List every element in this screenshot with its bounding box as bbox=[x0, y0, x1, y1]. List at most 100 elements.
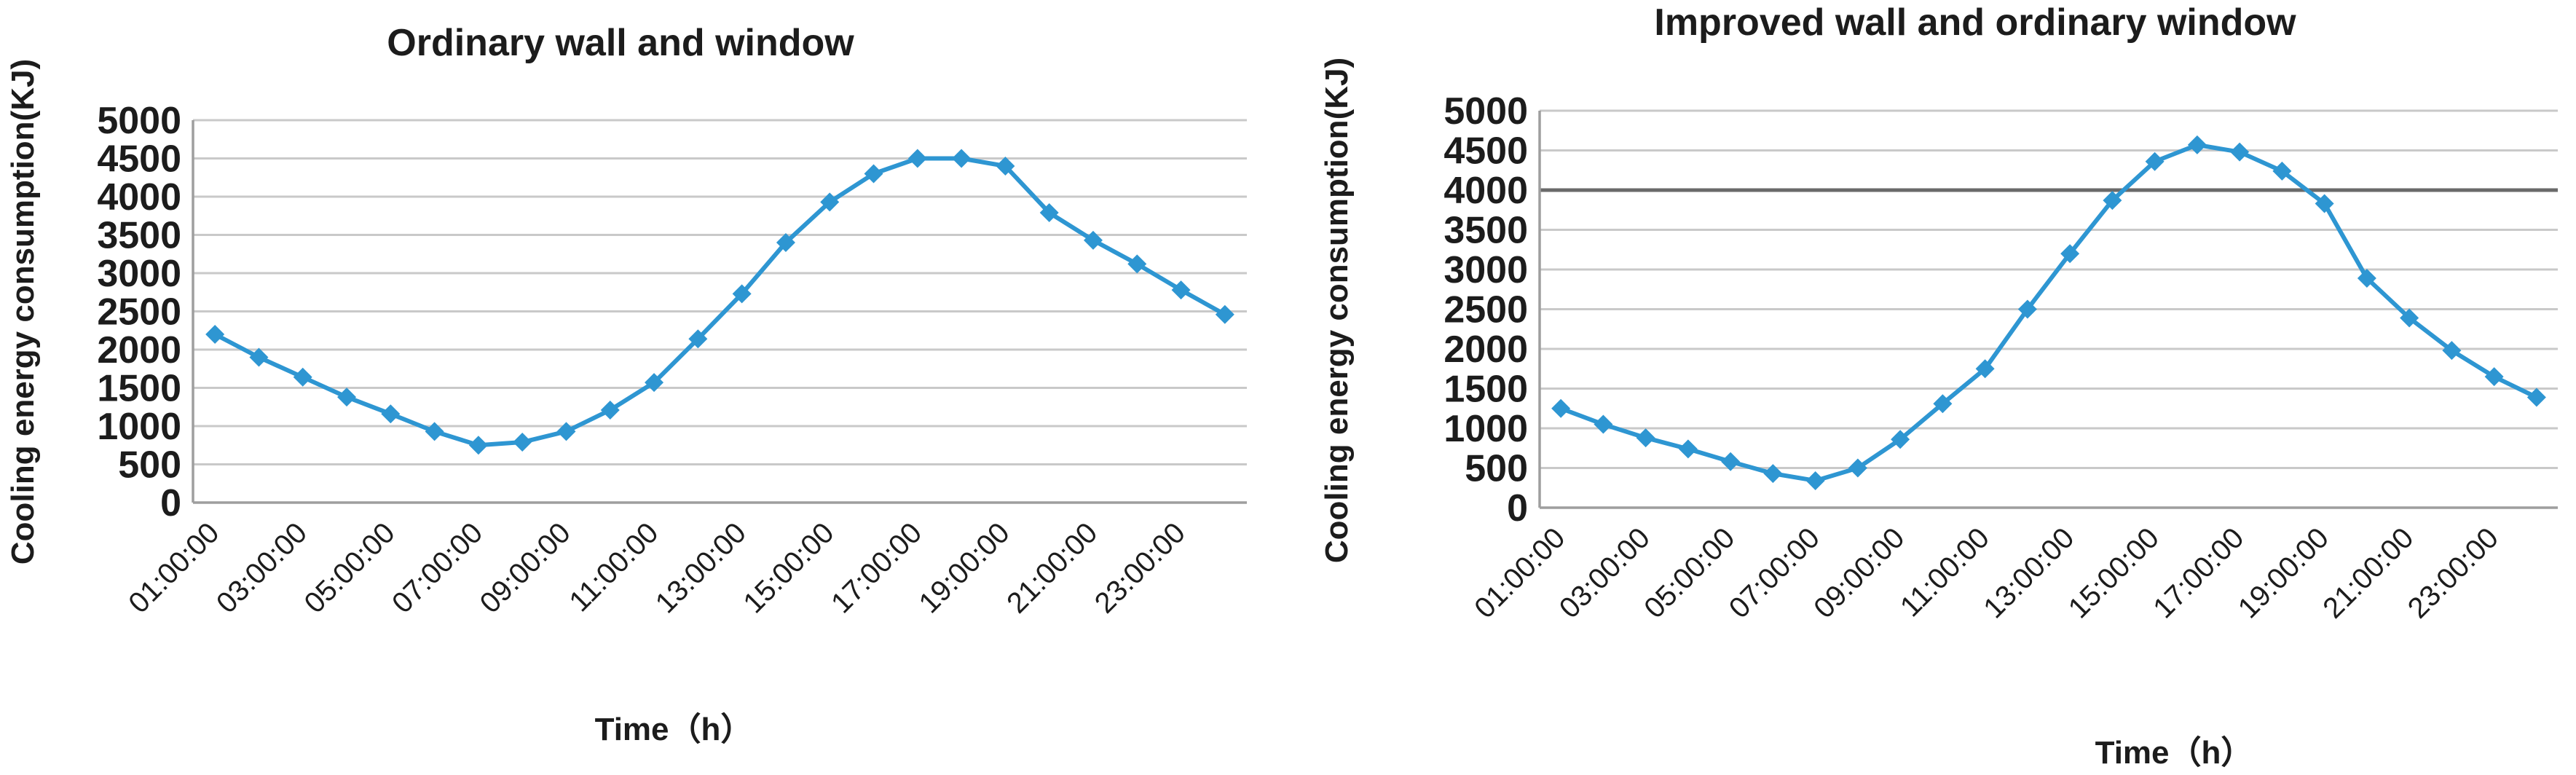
x-axis-tick-label: 17:00:00 bbox=[825, 516, 928, 619]
y-axis-tick-label: 3500 bbox=[1443, 210, 1528, 252]
x-axis-tick-label: 01:00:00 bbox=[1468, 522, 1571, 624]
y-axis-title: Cooling energy consumption(KJ) bbox=[5, 59, 41, 564]
x-axis-tick-label: 21:00:00 bbox=[1001, 516, 1103, 619]
data-point-marker bbox=[205, 325, 225, 344]
y-axis-tick-label: 0 bbox=[160, 482, 181, 524]
data-point-marker bbox=[1594, 414, 1613, 434]
data-point-marker bbox=[952, 149, 972, 168]
data-point-marker bbox=[2017, 299, 2037, 319]
x-axis-tick-label: 07:00:00 bbox=[386, 516, 489, 619]
y-axis-tick-label: 500 bbox=[1465, 448, 1528, 490]
x-axis-tick-label: 17:00:00 bbox=[2147, 522, 2250, 624]
data-point-marker bbox=[1039, 203, 1059, 223]
data-point-marker bbox=[1891, 430, 1910, 449]
x-axis-tick-label: 03:00:00 bbox=[1553, 522, 1656, 624]
data-point-marker bbox=[337, 388, 357, 407]
data-point-marker bbox=[864, 164, 883, 184]
y-axis-tick-label: 1000 bbox=[97, 406, 181, 448]
chart-title: Improved wall and ordinary window bbox=[1654, 1, 2296, 44]
data-point-marker bbox=[2103, 191, 2122, 211]
data-point-marker bbox=[1551, 398, 1571, 418]
y-axis-tick-label: 4000 bbox=[97, 176, 181, 219]
data-point-marker bbox=[1678, 439, 1698, 459]
x-axis-tick-label: 15:00:00 bbox=[2063, 522, 2165, 624]
x-axis-title: Time（h） bbox=[2095, 735, 2253, 771]
y-axis-tick-label: 3000 bbox=[97, 253, 181, 295]
y-axis-tick-label: 2500 bbox=[1443, 289, 1528, 331]
x-axis-tick-label: 23:00:00 bbox=[2402, 522, 2505, 624]
y-axis-tick-label: 1500 bbox=[1443, 369, 1528, 411]
data-point-marker bbox=[645, 373, 664, 393]
data-point-marker bbox=[2187, 135, 2207, 154]
data-point-marker bbox=[293, 367, 312, 387]
data-point-marker bbox=[1848, 458, 1867, 478]
x-axis-tick-label: 11:00:00 bbox=[1894, 522, 1996, 623]
data-point-marker bbox=[2484, 367, 2504, 387]
x-axis-title: Time（h） bbox=[595, 712, 753, 747]
x-axis-tick-label: 05:00:00 bbox=[298, 516, 401, 619]
data-point-marker bbox=[732, 284, 752, 304]
data-point-marker bbox=[2357, 268, 2376, 288]
data-point-marker bbox=[2060, 244, 2080, 264]
series-line bbox=[213, 156, 1227, 448]
x-axis-tick-label: 13:00:00 bbox=[650, 516, 752, 619]
y-axis-tick-label: 2000 bbox=[1443, 329, 1528, 371]
y-axis-tick-label: 5000 bbox=[1443, 90, 1528, 133]
data-point-marker bbox=[688, 329, 708, 349]
x-axis-tick-label: 11:00:00 bbox=[563, 516, 664, 618]
data-point-marker bbox=[2272, 161, 2292, 181]
data-point-marker bbox=[1083, 230, 1103, 250]
y-axis-tick-label: 2500 bbox=[97, 291, 181, 334]
x-axis-tick-label: 19:00:00 bbox=[913, 516, 1016, 619]
data-point-marker bbox=[1127, 254, 1147, 274]
data-point-marker bbox=[1721, 452, 1741, 471]
data-point-marker bbox=[2145, 152, 2165, 171]
data-point-marker bbox=[2442, 341, 2462, 361]
data-point-marker bbox=[381, 404, 401, 424]
y-axis-tick-label: 4000 bbox=[1443, 170, 1528, 212]
x-axis-tick-label: 23:00:00 bbox=[1089, 516, 1192, 619]
data-point-marker bbox=[513, 433, 532, 452]
data-point-marker bbox=[600, 400, 620, 420]
chart-ordinary-wall-and-window: 0500100015002000250030003500400045005000… bbox=[5, 22, 1247, 747]
y-axis-tick-label: 3000 bbox=[1443, 249, 1528, 291]
y-axis-tick-label: 5000 bbox=[97, 100, 181, 142]
x-axis-tick-label: 13:00:00 bbox=[1977, 522, 2080, 624]
data-point-marker bbox=[776, 233, 795, 252]
x-axis-tick-label: 15:00:00 bbox=[737, 516, 840, 619]
y-axis-tick-label: 1000 bbox=[1443, 408, 1528, 450]
data-point-marker bbox=[2400, 308, 2419, 328]
y-axis-tick-label: 4500 bbox=[1443, 130, 1528, 173]
data-point-marker bbox=[1805, 471, 1825, 490]
data-point-marker bbox=[820, 192, 840, 212]
data-point-marker bbox=[907, 149, 927, 168]
data-point-marker bbox=[1975, 359, 1995, 379]
x-axis-tick-label: 07:00:00 bbox=[1723, 522, 1826, 624]
y-axis-tick-label: 0 bbox=[1507, 487, 1528, 530]
data-point-marker bbox=[1763, 464, 1783, 484]
x-axis-tick-label: 05:00:00 bbox=[1638, 522, 1741, 624]
y-axis-title: Cooling energy consumption(KJ) bbox=[1319, 58, 1355, 563]
y-axis-tick-label: 3500 bbox=[97, 215, 181, 257]
data-point-marker bbox=[1171, 280, 1191, 300]
x-axis-tick-label: 09:00:00 bbox=[1808, 522, 1910, 624]
data-point-marker bbox=[468, 436, 488, 455]
x-axis-tick-label: 03:00:00 bbox=[210, 516, 313, 619]
y-axis-tick-label: 2000 bbox=[97, 329, 181, 371]
chart-improved-wall-and-ordinary-window: 0500100015002000250030003500400045005000… bbox=[1319, 1, 2558, 771]
series-line bbox=[1559, 142, 2539, 483]
data-point-marker bbox=[249, 347, 269, 367]
x-axis-tick-label: 01:00:00 bbox=[122, 516, 225, 619]
data-point-marker bbox=[2230, 142, 2250, 162]
x-axis-tick-label: 21:00:00 bbox=[2317, 522, 2419, 624]
data-point-marker bbox=[1636, 428, 1655, 448]
data-point-marker bbox=[1215, 304, 1234, 324]
data-point-marker bbox=[2315, 194, 2334, 213]
y-axis-tick-label: 1500 bbox=[97, 368, 181, 410]
y-axis-tick-label: 500 bbox=[118, 444, 181, 487]
data-point-marker bbox=[1933, 394, 1953, 414]
chart-title: Ordinary wall and window bbox=[387, 22, 854, 64]
data-point-marker bbox=[556, 422, 576, 441]
